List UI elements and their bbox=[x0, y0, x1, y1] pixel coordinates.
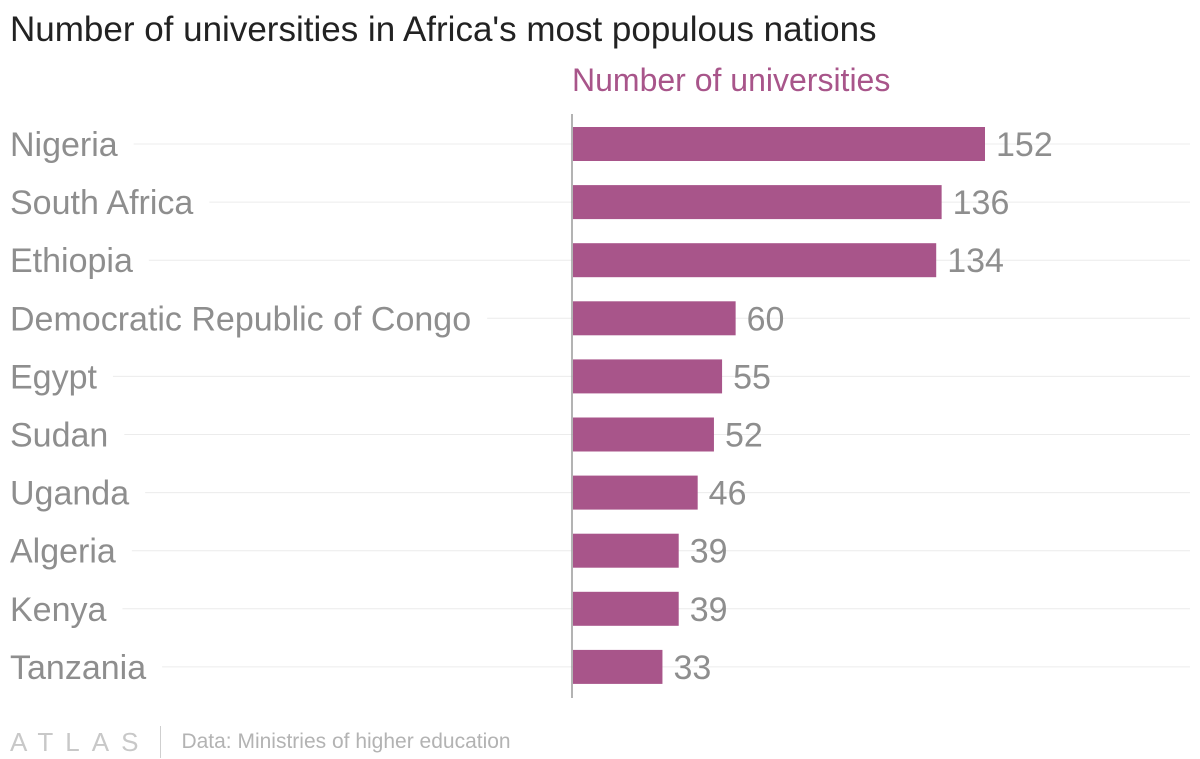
value-label: 39 bbox=[690, 533, 728, 571]
bar bbox=[573, 359, 723, 394]
category-label: Algeria bbox=[10, 533, 116, 571]
bar bbox=[573, 533, 679, 568]
footer-divider bbox=[160, 726, 162, 758]
bar bbox=[573, 591, 679, 626]
value-label: 136 bbox=[953, 184, 1010, 222]
footer: ATLAS Data: Ministries of higher educati… bbox=[10, 726, 511, 758]
value-label: 46 bbox=[709, 475, 747, 513]
value-label: 52 bbox=[725, 417, 763, 455]
bar bbox=[573, 185, 942, 220]
category-label: South Africa bbox=[10, 184, 193, 222]
category-label: Nigeria bbox=[10, 126, 118, 164]
bar bbox=[573, 475, 698, 510]
series-label: Number of universities bbox=[572, 62, 891, 98]
bar bbox=[573, 417, 714, 452]
category-label: Uganda bbox=[10, 475, 129, 513]
category-label: Ethiopia bbox=[10, 242, 133, 280]
bar bbox=[573, 127, 985, 161]
atlas-logo: ATLAS bbox=[10, 726, 151, 757]
category-label: Egypt bbox=[10, 358, 97, 396]
value-label: 60 bbox=[747, 300, 785, 338]
value-label: 39 bbox=[690, 591, 728, 629]
value-label: 152 bbox=[996, 126, 1053, 164]
bar bbox=[573, 301, 736, 336]
source-note: Data: Ministries of higher education bbox=[181, 730, 511, 753]
bar bbox=[573, 243, 937, 278]
bar bbox=[573, 649, 663, 684]
chart-title: Number of universities in Africa's most … bbox=[10, 10, 877, 49]
category-label: Democratic Republic of Congo bbox=[10, 300, 471, 338]
category-label: Kenya bbox=[10, 591, 106, 629]
value-label: 33 bbox=[673, 649, 711, 687]
category-label: Sudan bbox=[10, 417, 108, 455]
bar-chart: Nigeria South Africa Ethiopia Democratic Re… bbox=[10, 114, 1190, 698]
value-label: 55 bbox=[733, 358, 771, 396]
value-label: 134 bbox=[947, 242, 1004, 280]
category-label: Tanzania bbox=[10, 649, 146, 687]
